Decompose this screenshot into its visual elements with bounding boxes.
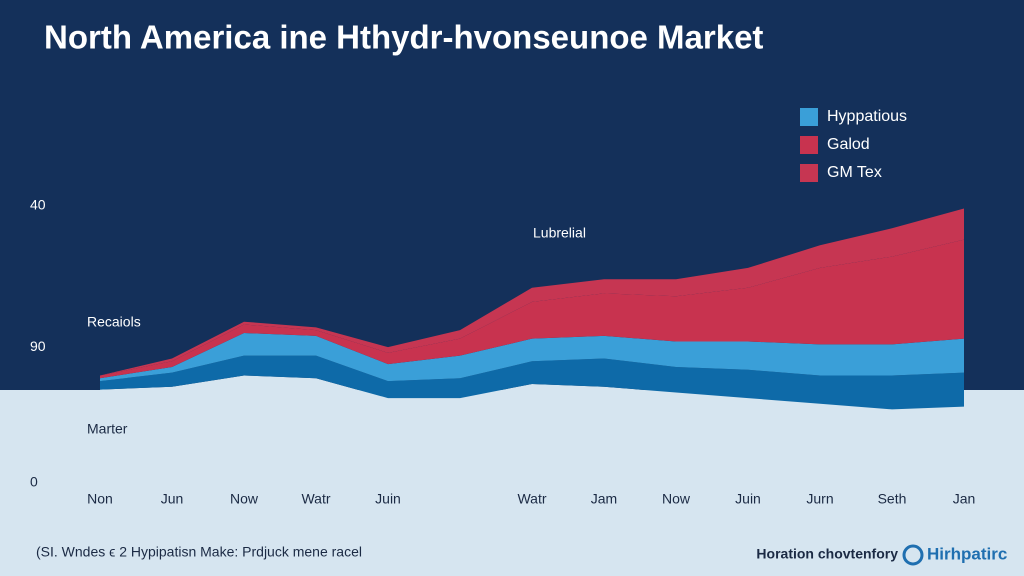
area [100,239,964,379]
legend-label: Galod [827,136,870,153]
x-tick-label: Non [87,491,113,507]
x-tick-label: Jun [161,491,184,507]
x-tick-label: Juin [375,491,401,507]
x-tick-label: Seth [878,491,907,507]
chart-title: North America ine Hthydr-hvonseunoe Mark… [44,19,763,56]
footer-brand: Hirhpatirc [927,544,1007,563]
footer-note: (SI. Wndes ϵ 2 Hypipatisn Make: Prdjuck … [36,544,362,560]
area [100,208,964,376]
plot-area [100,208,964,483]
area [100,355,964,410]
x-tick-label: Watr [517,491,546,507]
x-tick-label: Jurn [806,491,833,507]
legend-swatch [800,108,818,126]
footer-source: Horation chovtenfory [756,546,898,562]
series-label: Recaiols [87,314,141,330]
x-tick-label: Juin [735,491,761,507]
x-tick-label: Jam [591,491,617,507]
series-label: Marter [87,421,128,437]
x-tick-label: Jan [953,491,976,507]
x-tick-label: Now [662,491,691,507]
legend-label: GM Tex [827,164,882,181]
legend-swatch [800,136,818,154]
area [100,375,964,483]
legend-label: Hyppatious [827,108,907,125]
brand-icon [902,544,924,566]
y-tick-label: 90 [30,338,46,354]
x-tick-label: Now [230,491,259,507]
annotation: Lubrelial [533,225,586,241]
legend-swatch [800,164,818,182]
x-tick-label: Watr [301,491,330,507]
y-tick-label: 0 [30,474,38,490]
y-tick-label: 40 [30,196,46,212]
area [100,333,964,382]
